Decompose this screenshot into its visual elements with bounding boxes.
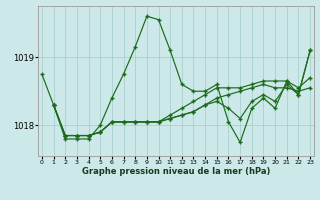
- X-axis label: Graphe pression niveau de la mer (hPa): Graphe pression niveau de la mer (hPa): [82, 167, 270, 176]
